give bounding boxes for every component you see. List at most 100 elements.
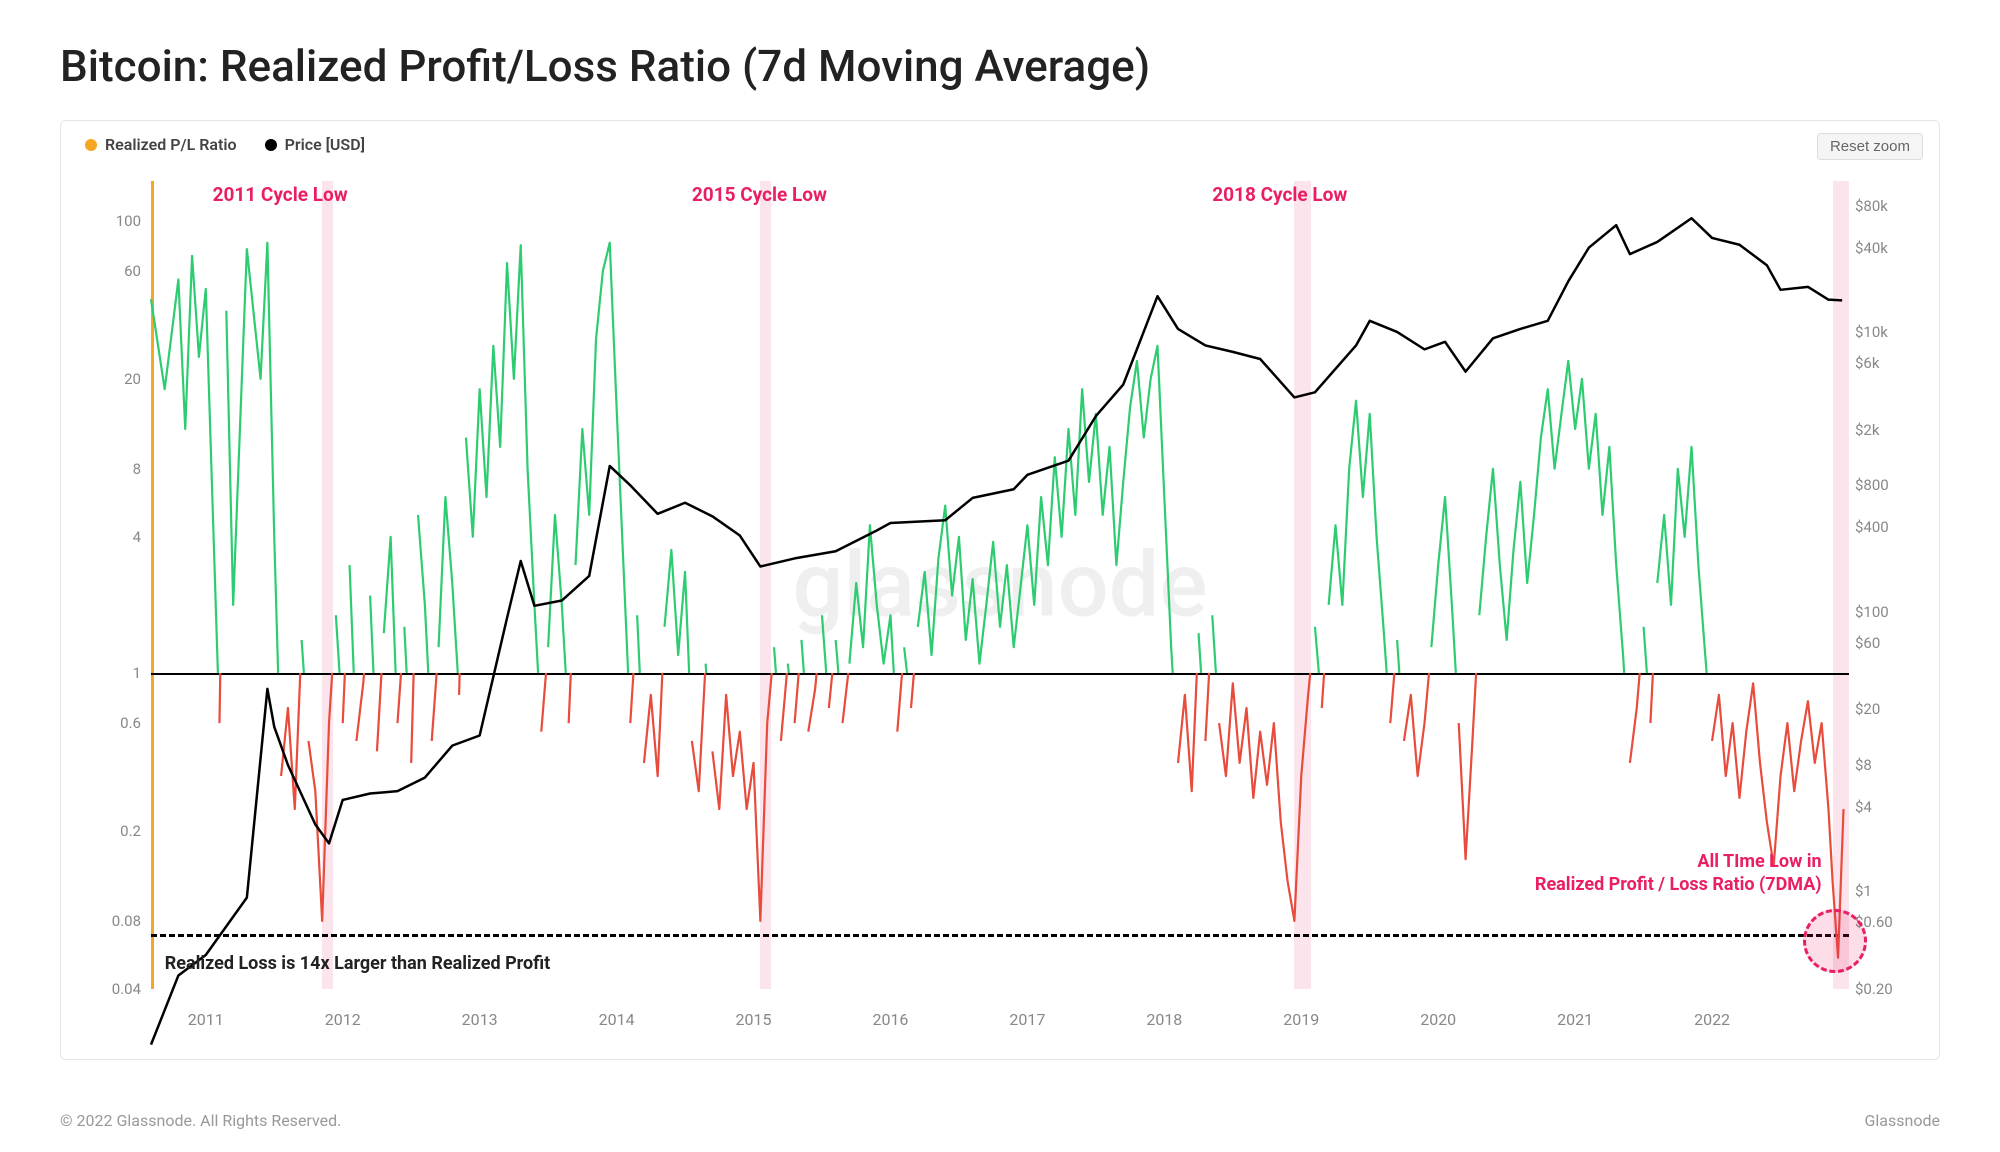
ratio-profit-segment bbox=[336, 615, 340, 673]
legend-ratio-label: Realized P/L Ratio bbox=[105, 135, 237, 154]
y-left-tick: 8 bbox=[81, 460, 141, 478]
ratio-loss-segment bbox=[1650, 673, 1652, 723]
x-tick: 2014 bbox=[599, 1010, 635, 1029]
ratio-profit-segment bbox=[576, 243, 629, 673]
y-left-tick: 100 bbox=[81, 212, 141, 230]
ratio-loss-segment bbox=[377, 673, 382, 751]
x-tick: 2012 bbox=[325, 1010, 361, 1029]
ratio-profit-segment bbox=[1212, 615, 1216, 673]
ratio-profit-segment bbox=[1397, 640, 1399, 673]
ratio-loss-segment bbox=[1219, 673, 1310, 921]
y-right-tick: $8 bbox=[1855, 756, 1927, 774]
y-right-tick: $800 bbox=[1855, 476, 1927, 494]
x-tick: 2018 bbox=[1146, 1010, 1182, 1029]
y-left-tick: 0.08 bbox=[81, 912, 141, 930]
y-right-tick: $0.60 bbox=[1855, 913, 1927, 931]
ratio-loss-segment bbox=[692, 673, 705, 791]
atl-circle bbox=[1803, 909, 1867, 973]
x-tick: 2019 bbox=[1283, 1010, 1319, 1029]
ratio-profit-segment bbox=[665, 550, 690, 673]
y-right-tick: $2k bbox=[1855, 421, 1927, 439]
ratio-loss-segment bbox=[1178, 673, 1197, 791]
y-left-tick: 4 bbox=[81, 528, 141, 546]
ratio-profit-segment bbox=[637, 615, 640, 673]
y-right-tick: $40k bbox=[1855, 239, 1927, 257]
y-right-tick: $60 bbox=[1855, 634, 1927, 652]
x-tick: 2015 bbox=[736, 1010, 772, 1029]
ratio-profit-segment bbox=[1199, 633, 1202, 673]
ratio-loss-segment bbox=[1205, 673, 1209, 741]
chart-frame: Realized P/L Ratio Price [USD] Reset zoo… bbox=[60, 120, 1940, 1060]
ratio-profit-segment bbox=[836, 640, 839, 673]
legend-ratio[interactable]: Realized P/L Ratio bbox=[85, 135, 237, 154]
y-right-tick: $6k bbox=[1855, 354, 1927, 372]
ratio-profit-segment bbox=[1315, 627, 1319, 673]
legend: Realized P/L Ratio Price [USD] bbox=[61, 121, 1939, 168]
y-right-tick: $10k bbox=[1855, 323, 1927, 341]
y-right-tick: $400 bbox=[1855, 518, 1927, 536]
x-tick: 2022 bbox=[1694, 1010, 1730, 1029]
ratio-loss-segment bbox=[1322, 673, 1324, 708]
y-right-tick: $0.20 bbox=[1855, 980, 1927, 998]
ratio-profit-segment bbox=[822, 615, 826, 673]
footer: © 2022 Glassnode. All Rights Reserved. G… bbox=[60, 1111, 1940, 1130]
ratio-profit-segment bbox=[774, 647, 776, 673]
ratio-profit-segment bbox=[151, 256, 218, 673]
ratio-profit-segment bbox=[1329, 401, 1387, 673]
ratio-profit-segment bbox=[1479, 361, 1624, 673]
ratio-profit-segment bbox=[418, 515, 428, 673]
legend-price[interactable]: Price [USD] bbox=[265, 135, 365, 154]
ratio-profit-segment bbox=[404, 627, 406, 673]
ratio-profit-segment bbox=[918, 346, 1173, 673]
ratio-profit-segment bbox=[849, 525, 893, 673]
ratio-loss-segment bbox=[1630, 673, 1640, 763]
ratio-loss-segment bbox=[644, 673, 662, 776]
ratio-profit-segment bbox=[548, 515, 566, 673]
ratio-profit-segment bbox=[302, 640, 304, 673]
ratio-profit-segment bbox=[384, 537, 396, 673]
ratio-profit-segment bbox=[1431, 497, 1455, 673]
y-right-tick: $80k bbox=[1855, 197, 1927, 215]
ratio-loss-segment bbox=[397, 673, 401, 723]
y-left-tick: 0.6 bbox=[81, 714, 141, 732]
ratio-profit-segment bbox=[466, 245, 538, 673]
plot-area[interactable]: glassnode 2011 Cycle Low2015 Cycle Low20… bbox=[151, 181, 1849, 989]
ratio-profit-segment bbox=[439, 497, 458, 673]
y-right-tick: $100 bbox=[1855, 603, 1927, 621]
y-left-tick: 1 bbox=[81, 664, 141, 682]
ratio-loss-segment bbox=[219, 673, 220, 723]
ratio-loss-segment bbox=[1404, 673, 1429, 776]
reset-zoom-button[interactable]: Reset zoom bbox=[1817, 133, 1923, 160]
legend-price-dot bbox=[265, 139, 277, 151]
y-left-tick: 60 bbox=[81, 262, 141, 280]
footer-copyright: © 2022 Glassnode. All Rights Reserved. bbox=[60, 1111, 341, 1130]
ratio-loss-segment bbox=[795, 673, 799, 723]
ratio-loss-segment bbox=[829, 673, 833, 708]
y-left-tick: 0.2 bbox=[81, 822, 141, 840]
y-right-tick: $4 bbox=[1855, 798, 1927, 816]
ratio-profit-segment bbox=[350, 565, 354, 673]
y-left-tick: 0.04 bbox=[81, 980, 141, 998]
ratio-loss-segment bbox=[897, 673, 902, 732]
x-tick: 2020 bbox=[1420, 1010, 1456, 1029]
ratio-loss-segment bbox=[569, 673, 571, 723]
x-tick: 2016 bbox=[872, 1010, 908, 1029]
ratio-loss-segment bbox=[411, 673, 413, 763]
ratio-profit-segment bbox=[788, 664, 789, 673]
ratio-loss-segment bbox=[630, 673, 633, 723]
ratio-profit-segment bbox=[1644, 627, 1647, 673]
y-right-tick: $20 bbox=[1855, 700, 1927, 718]
ratio-loss-segment bbox=[808, 673, 816, 732]
ratio-loss-segment bbox=[541, 673, 546, 732]
x-tick: 2017 bbox=[1009, 1010, 1045, 1029]
ratio-loss-segment bbox=[281, 673, 300, 809]
ratio-loss-segment bbox=[1459, 673, 1476, 859]
x-tick: 2011 bbox=[188, 1010, 224, 1029]
ratio-loss-segment bbox=[843, 673, 849, 723]
legend-price-label: Price [USD] bbox=[285, 135, 365, 154]
legend-ratio-dot bbox=[85, 139, 97, 151]
chart-title: Bitcoin: Realized Profit/Loss Ratio (7d … bbox=[60, 40, 1940, 92]
x-tick: 2013 bbox=[462, 1010, 498, 1029]
ratio-loss-segment bbox=[712, 673, 771, 921]
ratio-loss-segment bbox=[356, 673, 364, 741]
